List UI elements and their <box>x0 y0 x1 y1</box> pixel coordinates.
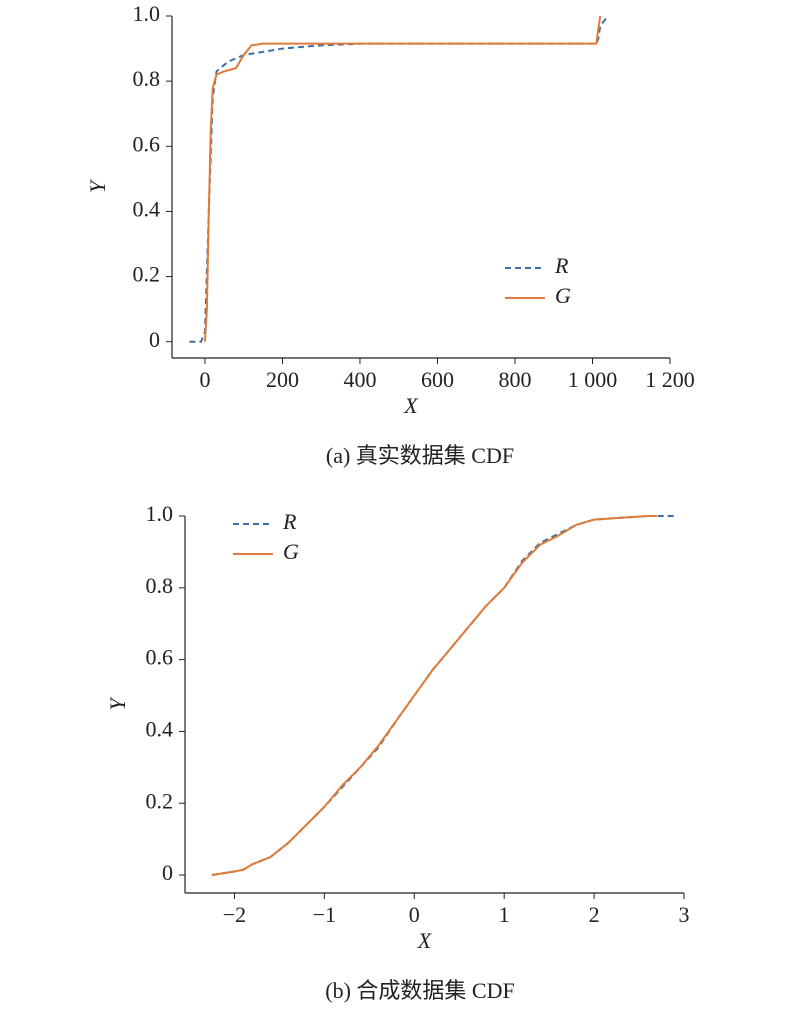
series-line <box>211 515 676 877</box>
x-tick-label: 0 <box>409 902 420 927</box>
x-tick-label: 3 <box>679 902 690 927</box>
legend-label: G <box>555 283 571 308</box>
y-tick-label: 0.8 <box>146 573 174 598</box>
x-tick-label: 200 <box>266 367 299 392</box>
y-axis-label: Y <box>85 178 110 193</box>
x-axis-label: X <box>417 928 433 953</box>
series-line <box>211 515 658 877</box>
y-tick-label: 0.6 <box>146 645 174 670</box>
y-tick-label: 0.8 <box>133 66 161 91</box>
y-axis-label: Y <box>105 696 130 711</box>
y-tick-label: 1.0 <box>133 1 161 26</box>
x-tick-label: 0 <box>199 367 210 392</box>
x-tick-label: −2 <box>223 902 246 927</box>
x-tick-label: 400 <box>343 367 376 392</box>
x-tick-label: 1 000 <box>568 367 618 392</box>
y-tick-label: 0.2 <box>146 788 174 813</box>
series-line <box>203 15 602 342</box>
legend-label: R <box>282 509 297 534</box>
y-tick-label: 0.6 <box>133 131 161 156</box>
x-tick-label: 2 <box>589 902 600 927</box>
y-tick-label: 0.4 <box>133 196 161 221</box>
y-tick-label: 0 <box>162 860 173 885</box>
x-axis-label: X <box>403 393 419 418</box>
series-line <box>189 15 609 343</box>
y-tick-label: 0.2 <box>133 262 161 287</box>
x-tick-label: 800 <box>498 367 531 392</box>
x-tick-label: 1 200 <box>645 367 695 392</box>
y-tick-label: 0.4 <box>146 716 174 741</box>
y-tick-label: 1.0 <box>146 501 174 526</box>
caption: (a) 真实数据集 CDF <box>326 443 514 468</box>
legend-label: R <box>554 253 569 278</box>
x-tick-label: 1 <box>499 902 510 927</box>
legend-label: G <box>283 539 299 564</box>
x-tick-label: 600 <box>421 367 454 392</box>
x-tick-label: −1 <box>313 902 336 927</box>
caption: (b) 合成数据集 CDF <box>325 978 514 1003</box>
y-tick-label: 0 <box>149 327 160 352</box>
